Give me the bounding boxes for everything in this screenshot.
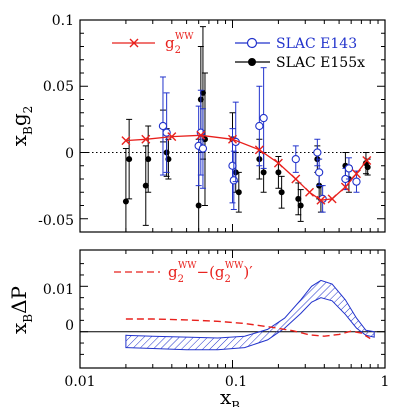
ww-marker [340,182,350,192]
e143-point [198,144,208,153]
xtick-label: 0.01 [64,374,95,390]
e155x-point [145,156,152,163]
e143-point [162,128,171,137]
e143-point [259,113,268,123]
ww-marker [327,194,337,204]
e143-point [313,148,322,157]
ww-marker [121,136,131,146]
ww-marker [362,155,372,165]
legend-diff-label: g2WW−(g2WW)′ [168,261,253,285]
e143-point [315,168,324,177]
e155x-point [235,189,242,196]
top-ytick-label: 0.1 [52,13,74,29]
e155x-point [275,169,282,176]
top-ylabel-x: x [7,134,31,146]
bottom-ylabel-delta-p: ΔP [7,286,31,314]
e155x-point [297,202,304,209]
bottom-axis-ticks [79,250,385,368]
diff-curve [125,318,371,340]
e155x-point [364,164,371,171]
svg-text:xBΔP: xBΔP [7,286,35,334]
e155x-point [122,198,129,205]
legend-top: g2WW SLAC E143 SLAC E155x [112,32,365,71]
top-ylabel: xBg2 [7,106,35,147]
ww-marker [351,169,361,179]
e143-point [344,164,354,173]
e155x-point [142,182,149,189]
e143-point [228,161,237,170]
top-ylabel-sub-b: B [21,126,35,135]
e155x-point [260,169,267,176]
bottom-ylabel-x: x [7,322,31,334]
e155x-point [126,156,133,163]
ww-curve [125,134,368,201]
legend-e143-marker [246,37,258,49]
top-ylabel-sub-2: 2 [21,106,35,114]
bottom-ylabel: xBΔP [7,286,35,334]
ww-marker [316,195,326,205]
e143-point [255,121,264,131]
xlabel-x: x [220,385,232,407]
xtick-label: 0.1 [225,374,247,390]
legend-ww-marker [129,38,139,48]
top-ytick-label: 0 [65,146,74,162]
ww-marker [196,130,206,140]
e143-point [291,154,300,164]
bottom-ytick-label: 0.01 [43,282,74,298]
e143-point [229,176,238,185]
e155x-point [199,89,206,96]
top-ylabel-g: g [7,113,31,126]
legend-e143-label: SLAC E143 [276,36,357,52]
e155x-point [295,195,302,202]
e155x-point [278,189,285,196]
svg-text:xBg2: xBg2 [7,106,35,147]
top-plot-area [80,26,385,232]
bottom-ytick-label: 0 [65,318,74,334]
ww-marker [141,134,151,144]
ww-marker [305,187,315,197]
xlabel: xB [220,385,240,407]
ww-marker [291,174,301,184]
xtick-label: 1 [381,374,390,390]
legend-e155x-label: SLAC E155x [276,55,365,71]
legend-bottom: g2WW−(g2WW)′ [114,261,253,285]
ww-marker [228,134,237,144]
ww-marker [254,145,264,155]
hatched-band [125,279,375,351]
ww-marker [273,158,283,168]
xlabel-sub-b: B [231,399,240,407]
top-ytick-label: 0.05 [43,79,74,95]
top-ytick-label: -0.05 [38,213,74,229]
legend-e155x-marker [248,58,256,66]
ww-marker [167,132,177,142]
legend-ww-label: g2WW [165,32,194,56]
e143-point [158,121,168,131]
bottom-plot-area [80,279,385,351]
e143-point [352,177,361,186]
e155x-point [195,202,202,209]
bottom-ylabel-sub-b: B [21,314,35,323]
